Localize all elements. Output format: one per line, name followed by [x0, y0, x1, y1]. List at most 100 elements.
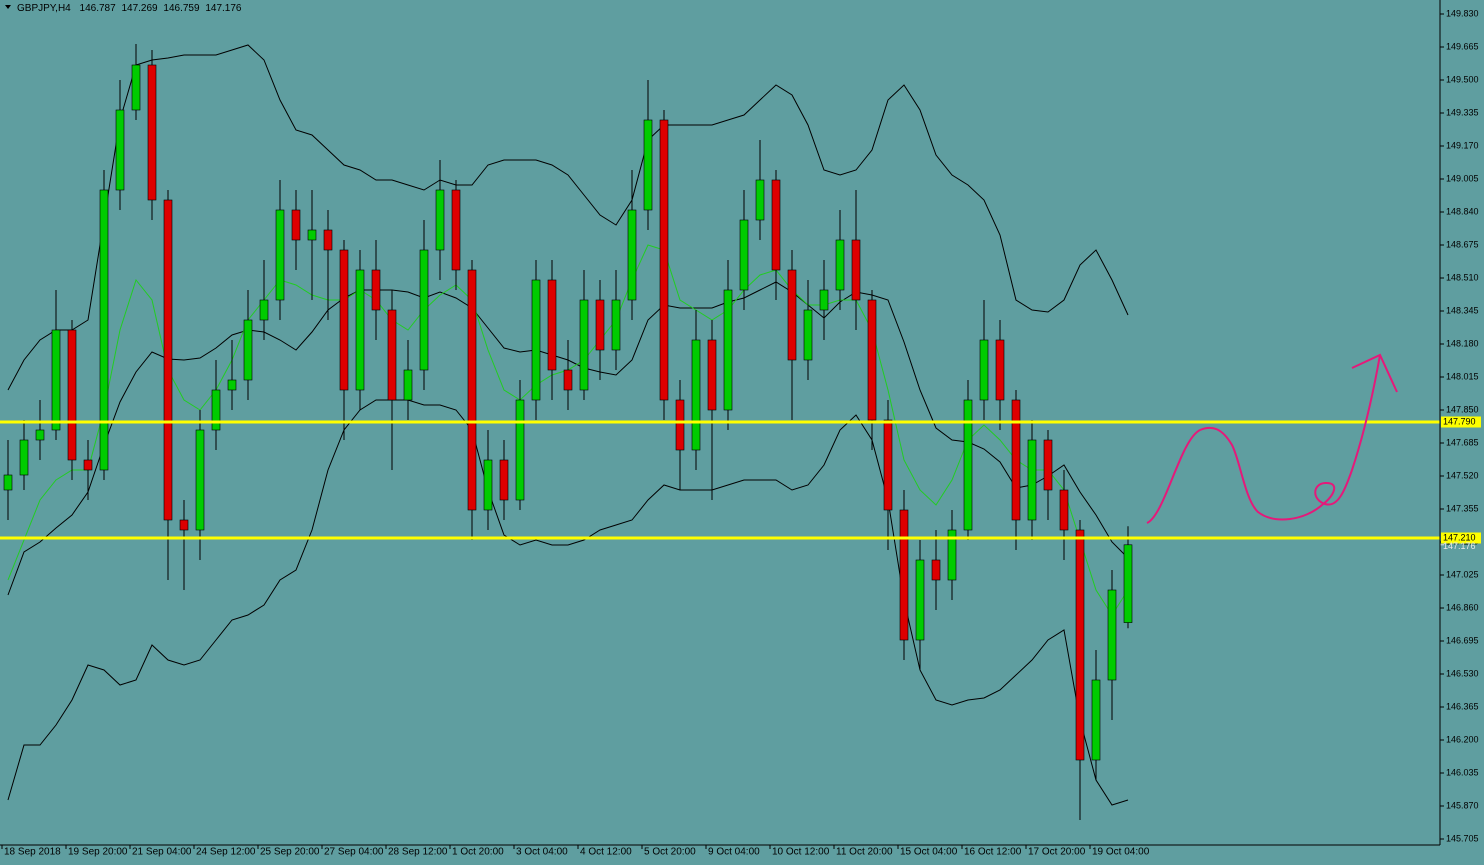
x-tick-label: 21 Sep 04:00	[132, 847, 192, 858]
x-tick-label: 19 Oct 04:00	[1092, 847, 1150, 858]
candle-body	[851, 239, 861, 301]
header-open: 146.787	[80, 3, 117, 14]
y-tick-label: 148.675	[1446, 239, 1479, 249]
candle-body	[483, 459, 493, 511]
candle-body	[595, 299, 605, 351]
candle-body	[275, 209, 285, 301]
menu-triangle	[5, 5, 11, 9]
header: GBPJPY,H4 146.787 147.269 146.759 147.17…	[17, 3, 242, 14]
candle-body	[339, 249, 349, 391]
level-label-box	[1441, 532, 1481, 544]
candle-body	[835, 239, 845, 291]
x-tick-label: 27 Sep 04:00	[324, 847, 384, 858]
candle-body	[499, 459, 509, 501]
y-tick-label: 146.365	[1446, 701, 1479, 711]
level-label: 147.210	[1443, 532, 1476, 542]
y-tick-label: 146.200	[1446, 734, 1479, 744]
y-tick-label: 146.530	[1446, 668, 1479, 678]
candle-body	[563, 369, 573, 391]
y-tick-label: 147.025	[1446, 569, 1479, 579]
y-tick-label: 148.345	[1446, 305, 1479, 315]
candle-body	[739, 219, 749, 291]
candle-body	[1123, 544, 1133, 623]
candle-body	[355, 269, 365, 391]
y-tick-label: 146.035	[1446, 767, 1479, 777]
symbol: GBPJPY,H4	[17, 3, 71, 14]
candle-body	[803, 309, 813, 361]
x-tick-label: 5 Oct 20:00	[644, 847, 696, 858]
candle-body	[979, 339, 989, 401]
candle-body	[115, 109, 125, 191]
candle-body	[243, 319, 253, 381]
candle-body	[195, 429, 205, 531]
candle-body	[515, 399, 525, 501]
candle-layer	[3, 44, 1133, 820]
candle-body	[99, 189, 109, 471]
candle-body	[51, 329, 61, 431]
candle-body	[323, 229, 333, 251]
x-tick-label: 10 Oct 12:00	[772, 847, 830, 858]
candle-body	[691, 339, 701, 451]
y-tick-label: 149.335	[1446, 107, 1479, 117]
y-tick-label: 148.180	[1446, 338, 1479, 348]
candle-body	[579, 299, 589, 391]
level-label: 147.790	[1443, 416, 1476, 426]
y-tick-label: 146.695	[1446, 635, 1479, 645]
candle-body	[211, 389, 221, 431]
candle-body	[419, 249, 429, 371]
y-tick-label: 148.840	[1446, 206, 1479, 216]
candle-body	[915, 559, 925, 641]
candle-body	[659, 119, 669, 401]
candle-body	[387, 309, 397, 401]
x-tick-label: 9 Oct 04:00	[708, 847, 760, 858]
y-tick-label: 148.015	[1446, 371, 1479, 381]
y-tick-label: 149.665	[1446, 41, 1479, 51]
candle-body	[19, 439, 29, 476]
y-tick-label: 147.685	[1446, 437, 1479, 447]
x-tick-label: 24 Sep 12:00	[196, 847, 256, 858]
candle-body	[307, 229, 317, 241]
candle-body	[403, 369, 413, 401]
candle-body	[787, 269, 797, 361]
candle-body	[1011, 399, 1021, 521]
candle-body	[899, 509, 909, 641]
candle-body	[723, 289, 733, 411]
candle-body	[819, 289, 829, 311]
candle-body	[83, 459, 93, 471]
candle-body	[755, 179, 765, 221]
y-tick-label: 146.860	[1446, 602, 1479, 612]
candle-body	[611, 299, 621, 351]
header-low: 146.759	[163, 3, 200, 14]
candle-body	[1091, 679, 1101, 761]
candle-body	[1075, 529, 1085, 761]
y-tick-label: 149.170	[1446, 140, 1479, 150]
candle-body	[995, 339, 1005, 401]
candle-body	[547, 279, 557, 371]
candle-body	[35, 429, 45, 441]
candle-body	[1059, 489, 1069, 531]
level-label-box	[1441, 416, 1481, 428]
x-tick-label: 11 Oct 20:00	[836, 847, 893, 858]
y-tick-label: 147.850	[1446, 404, 1479, 414]
candle-body	[371, 269, 381, 311]
candle-body	[675, 399, 685, 451]
candle-body	[163, 199, 173, 521]
candle-body	[451, 189, 461, 271]
header-high: 147.269	[121, 3, 158, 14]
candle-body	[771, 179, 781, 271]
y-tick-label: 149.005	[1446, 173, 1479, 183]
x-tick-label: 3 Oct 04:00	[516, 847, 568, 858]
y-tick-label: 147.355	[1446, 503, 1479, 513]
candle-body	[147, 64, 157, 201]
candle-body	[1107, 589, 1117, 681]
indicator-line	[7, 44, 1129, 391]
y-tick-label: 147.520	[1446, 470, 1479, 480]
x-tick-label: 28 Sep 12:00	[388, 847, 448, 858]
candle-body	[947, 529, 957, 581]
candle-body	[1027, 439, 1037, 521]
y-tick-label: 148.510	[1446, 272, 1479, 282]
